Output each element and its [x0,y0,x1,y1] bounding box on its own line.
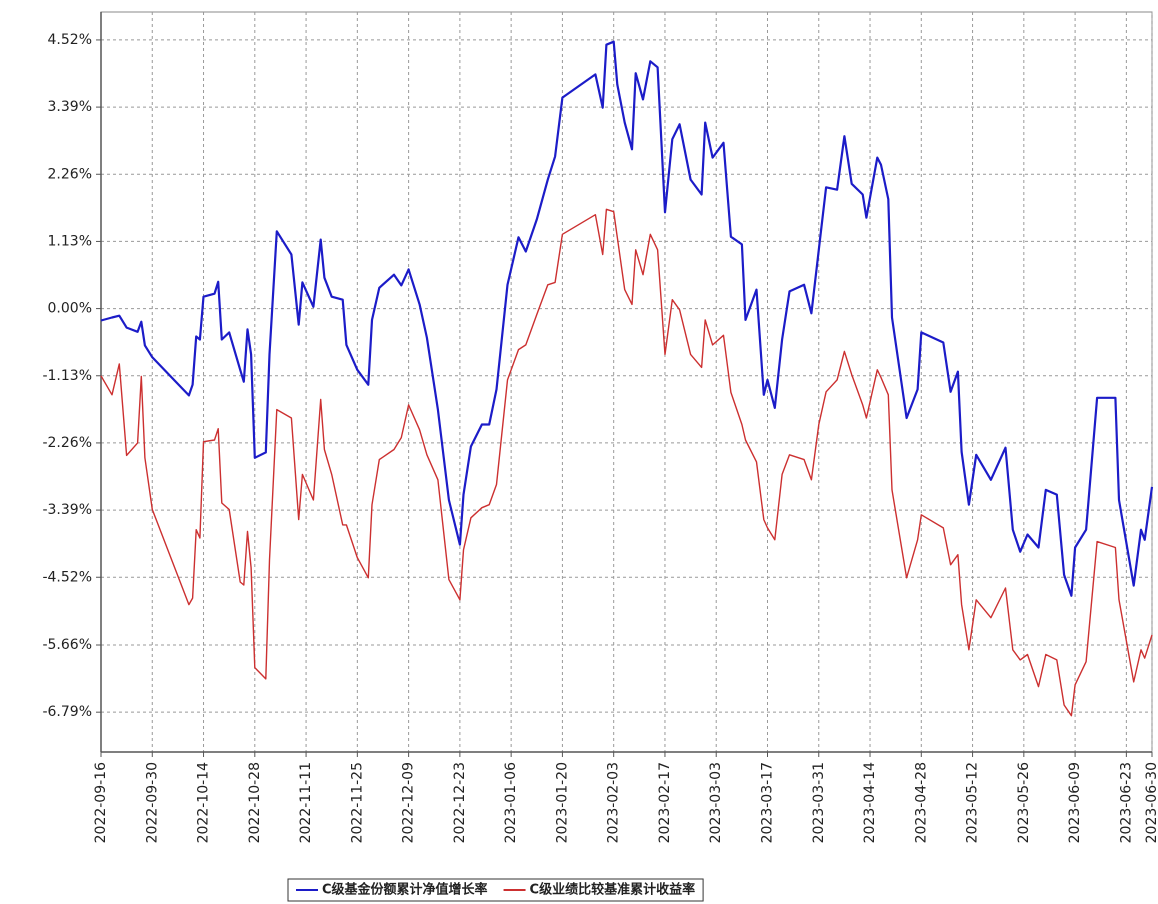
x-tick-label: 2023-02-17 [657,762,673,843]
y-tick-label: -1.13% [42,368,92,384]
x-tick-label: 2022-12-23 [452,762,468,843]
y-tick-label: -4.52% [42,569,92,585]
legend: C级基金份额累计净值增长率 C级业绩比较基准累计收益率 [287,878,704,902]
x-tick-label: 2022-09-30 [144,762,160,843]
x-tick-label: 2023-06-30 [1144,762,1158,843]
legend-box [287,878,704,902]
x-tick-label: 2022-10-28 [247,762,263,843]
y-tick-label: -3.39% [42,502,92,518]
y-tick-label: 0.00% [48,301,92,317]
x-tick-label: 2023-06-23 [1118,762,1134,843]
plot-area [100,11,1153,753]
series-line [100,40,1154,597]
legend-label: C级业绩比较基准累计收益率 [530,882,696,898]
series-line [100,208,1153,717]
x-tick-label: 2022-12-09 [401,762,417,843]
x-tick-label: 2023-03-17 [759,762,775,843]
y-tick-label: -2.26% [42,435,92,451]
y-tick-label: 4.52% [48,32,92,48]
x-tick-label: 2023-05-26 [1016,762,1032,843]
x-tick-label: 2023-03-03 [708,762,724,843]
x-tick-label: 2023-01-06 [503,762,519,843]
x-tick-label: 2023-06-09 [1067,762,1083,843]
y-tick-label: -5.66% [42,637,92,653]
x-tick-label: 2022-10-14 [196,762,212,843]
x-tick-label: 2023-04-14 [862,762,878,843]
y-tick-label: 1.13% [48,233,92,249]
x-tick-label: 2022-11-11 [298,762,314,843]
x-tick-label: 2023-04-28 [913,762,929,843]
y-tick-label: 2.26% [48,166,92,182]
x-tick-label: 2022-11-25 [349,762,365,843]
y-tick-label: 3.39% [48,99,92,115]
x-tick-label: 2022-09-16 [93,762,109,843]
x-tick-label: 2023-05-12 [965,762,981,843]
x-tick-label: 2023-01-20 [554,762,570,843]
y-tick-label: -6.79% [42,704,92,720]
x-tick-label: 2023-02-03 [606,762,622,843]
x-tick-label: 2023-03-31 [811,762,827,843]
legend-label: C级基金份额累计净值增长率 [322,882,488,898]
